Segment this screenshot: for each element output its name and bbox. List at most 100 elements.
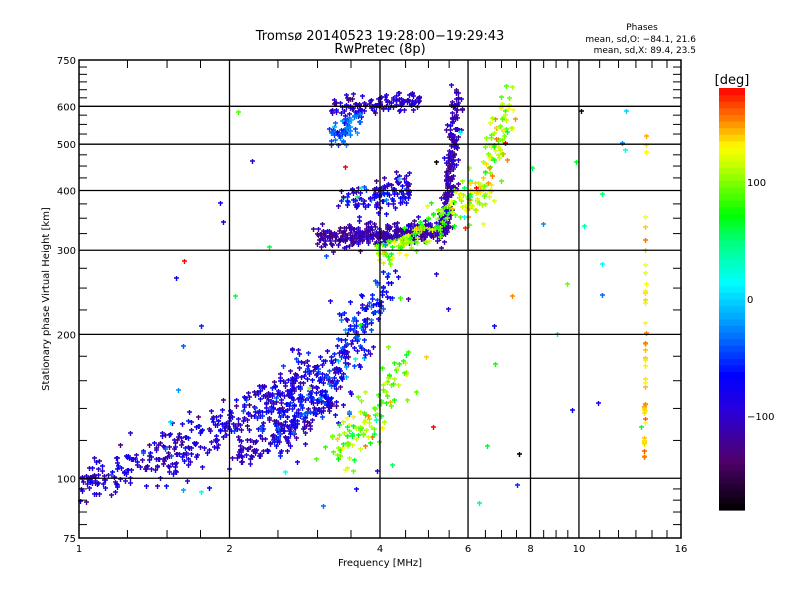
data-point	[373, 279, 378, 284]
data-point	[285, 449, 290, 454]
data-point	[299, 404, 304, 409]
data-point	[341, 403, 346, 408]
colorbar-segment	[719, 496, 745, 505]
data-point	[372, 432, 377, 437]
data-point	[643, 421, 648, 426]
data-point	[218, 201, 223, 206]
data-point	[343, 165, 348, 170]
data-point	[236, 435, 241, 440]
data-point	[366, 349, 371, 354]
data-point	[194, 455, 199, 460]
data-point	[500, 117, 505, 122]
y-tick-label: 100	[57, 474, 76, 485]
data-point	[496, 153, 501, 158]
data-point	[372, 222, 377, 227]
x-tick-label: 8	[527, 544, 533, 555]
data-point	[100, 469, 105, 474]
data-point	[374, 194, 379, 199]
data-point	[290, 396, 295, 401]
data-point	[325, 349, 330, 354]
data-point	[480, 203, 485, 208]
data-point	[431, 425, 436, 430]
data-point	[310, 378, 315, 383]
data-point	[386, 376, 391, 381]
data-point	[396, 275, 401, 280]
data-point	[503, 113, 508, 118]
data-point	[346, 192, 351, 197]
data-point	[342, 352, 347, 357]
colorbar-segment	[719, 147, 745, 155]
data-point	[356, 242, 361, 247]
data-point	[237, 438, 242, 443]
data-point	[274, 424, 279, 429]
colorbar-segment	[719, 193, 745, 201]
data-point	[305, 367, 310, 372]
data-point	[166, 451, 171, 456]
data-point	[319, 393, 324, 398]
data-point	[481, 187, 486, 192]
data-point	[125, 455, 130, 460]
data-point	[481, 176, 486, 181]
data-point	[363, 444, 368, 449]
data-point	[143, 467, 148, 472]
data-point	[155, 484, 160, 489]
data-point	[192, 441, 197, 446]
data-point	[272, 419, 277, 424]
data-point	[362, 109, 367, 114]
data-point	[381, 261, 386, 266]
data-point	[487, 156, 492, 161]
data-point	[409, 240, 414, 245]
data-point	[323, 390, 328, 395]
data-point	[180, 440, 185, 445]
data-point	[331, 450, 336, 455]
data-point	[401, 241, 406, 246]
colorbar-segment	[719, 299, 745, 307]
data-point	[202, 446, 207, 451]
data-point	[353, 357, 358, 362]
data-point	[322, 394, 327, 399]
data-point	[341, 442, 346, 447]
data-point	[258, 389, 263, 394]
data-point	[257, 409, 262, 414]
colorbar-segment	[719, 378, 745, 386]
data-point	[271, 438, 276, 443]
data-point	[283, 470, 288, 475]
data-point	[493, 117, 498, 122]
data-point	[293, 379, 298, 384]
data-point	[316, 227, 321, 232]
data-point	[449, 199, 454, 204]
data-point	[241, 419, 246, 424]
data-point	[140, 458, 145, 463]
data-point	[97, 492, 102, 497]
data-point	[620, 141, 625, 146]
data-point	[541, 222, 546, 227]
data-point	[199, 490, 204, 495]
data-point	[210, 417, 215, 422]
data-point	[643, 377, 648, 382]
data-point	[600, 293, 605, 298]
data-point	[374, 418, 379, 423]
data-point	[245, 424, 250, 429]
data-point	[382, 176, 387, 181]
colorbar-segment	[719, 404, 745, 412]
data-point	[448, 154, 453, 159]
data-point	[600, 192, 605, 197]
data-point	[226, 425, 231, 430]
colorbar-segment	[719, 88, 745, 96]
data-point	[134, 453, 139, 458]
colorbar-segment	[719, 239, 745, 247]
data-point	[292, 389, 297, 394]
data-point	[347, 456, 352, 461]
data-point	[258, 454, 263, 459]
data-point	[489, 133, 494, 138]
data-point	[332, 384, 337, 389]
data-point	[458, 196, 463, 201]
data-point	[321, 237, 326, 242]
data-point	[456, 182, 461, 187]
data-point	[352, 346, 357, 351]
data-point	[513, 117, 518, 122]
data-point	[189, 420, 194, 425]
data-point	[338, 385, 343, 390]
data-point	[314, 385, 319, 390]
data-point	[161, 462, 166, 467]
